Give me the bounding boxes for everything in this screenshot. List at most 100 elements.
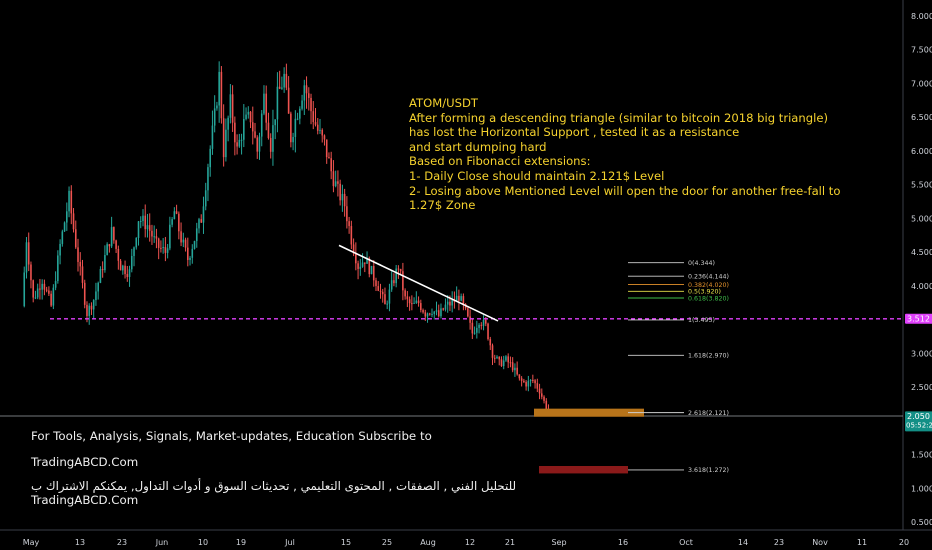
candle-body [420, 303, 422, 311]
candle-body [23, 272, 26, 307]
candle-body [198, 219, 200, 229]
candle-body [397, 268, 400, 270]
candle-body [202, 206, 205, 223]
y-axis-tick-label: 4.500 [911, 248, 932, 257]
candle-body [337, 181, 339, 184]
candle-body [139, 220, 142, 222]
candle-body [375, 280, 377, 287]
candle-body [195, 228, 198, 242]
candle-body [370, 266, 373, 275]
candle-body [310, 97, 312, 112]
annotation-line: Based on Fibonacci extensions: [409, 154, 591, 169]
candle-body [99, 269, 102, 283]
candle-body [285, 73, 288, 88]
candle-body [514, 367, 516, 371]
candle-body [204, 190, 207, 207]
fib-level-label: 0(4.344) [688, 260, 715, 267]
candle-body [496, 356, 498, 358]
candle-body [435, 310, 438, 312]
candle-body [263, 93, 265, 114]
candle-body [357, 263, 359, 269]
x-axis-tick-label: Oct [679, 538, 693, 547]
candle-body [34, 297, 37, 299]
candle-body [88, 305, 91, 316]
fib-level-label: 0.236(4.144) [688, 273, 729, 280]
candle-body [231, 94, 234, 123]
candle-body [377, 286, 380, 291]
candle-body [292, 136, 294, 143]
candle-body [258, 136, 261, 152]
candle-body [395, 268, 397, 284]
candle-body [500, 359, 503, 367]
x-axis-tick-label: 21 [505, 538, 515, 547]
candle-body [359, 266, 362, 269]
candle-body [446, 301, 449, 305]
candle-body [220, 71, 223, 119]
candle-body [274, 119, 276, 126]
y-axis-tick-label: 7.000 [911, 79, 932, 88]
candle-body [211, 125, 214, 149]
candle-body [469, 316, 471, 323]
candle-body [449, 301, 451, 306]
candle-body [518, 374, 521, 379]
candle-body [184, 239, 187, 248]
candle-body [408, 299, 411, 304]
candle-body [493, 357, 496, 359]
annotation-title: ATOM/USDT [409, 96, 479, 110]
candle-body [137, 221, 140, 238]
candle-body [113, 227, 115, 241]
candle-body [66, 211, 68, 223]
candle-body [157, 238, 160, 248]
candle-body [265, 93, 268, 123]
candle-body [399, 268, 402, 272]
y-axis-tick-label: 1.000 [911, 484, 932, 493]
candle-body [509, 362, 512, 364]
candle-body [428, 313, 431, 315]
candle-body [296, 118, 299, 120]
candle-body [227, 117, 229, 130]
candle-body [207, 167, 209, 191]
candle-body [390, 280, 393, 290]
candle-body [36, 288, 39, 298]
y-axis-tick-label: 6.500 [911, 113, 932, 122]
candle-body [108, 244, 111, 247]
candle-body [484, 319, 487, 324]
x-axis-tick-label: Jun [155, 538, 169, 547]
annotation-line: After forming a descending triangle (sim… [409, 110, 828, 125]
candle-body [77, 247, 79, 262]
y-axis-tick-label: 6.000 [911, 147, 932, 156]
candle-body [43, 283, 46, 290]
candle-body [213, 108, 216, 126]
candle-body [281, 87, 283, 89]
candle-body [386, 303, 389, 305]
candle-body [81, 266, 84, 283]
x-axis-tick-label: 19 [236, 538, 246, 547]
candle-body [122, 265, 124, 271]
candle-body [146, 225, 149, 230]
x-axis-tick-label: 23 [774, 538, 784, 547]
x-axis-tick-label: 23 [117, 538, 127, 547]
promo-line-4: TradingABCD.Com [31, 493, 139, 507]
candle-body [487, 323, 489, 340]
candle-body [462, 296, 465, 305]
x-axis-tick-label: 11 [857, 538, 867, 547]
candle-body [90, 305, 93, 310]
candle-body [294, 118, 297, 137]
candle-body [124, 265, 126, 275]
candle-body [142, 215, 144, 221]
candle-body [245, 114, 247, 120]
candle-body [249, 111, 252, 123]
candle-body [269, 137, 272, 152]
candle-body [451, 299, 453, 306]
support-price-badge [905, 313, 932, 324]
candle-body [348, 221, 350, 227]
x-axis-tick-label: 15 [341, 538, 351, 547]
candle-body [254, 131, 256, 138]
candle-body [83, 282, 86, 305]
candle-body [388, 289, 391, 304]
candle-body [415, 300, 418, 303]
candle-body [381, 291, 384, 295]
candle-body [61, 231, 64, 244]
candle-body [148, 225, 151, 231]
